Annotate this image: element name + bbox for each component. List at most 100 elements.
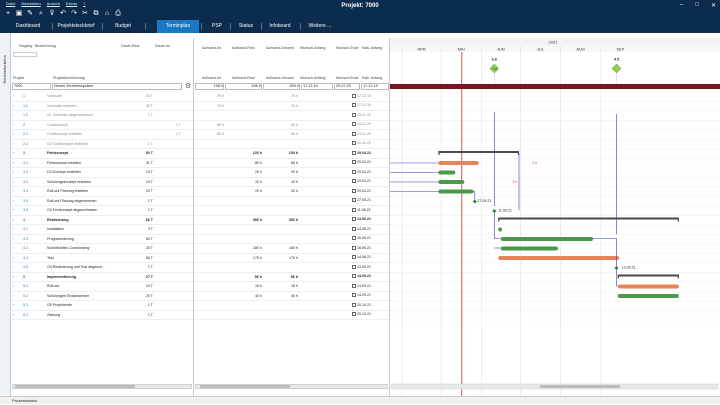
expand-icon[interactable]: › bbox=[13, 312, 15, 317]
column-header-dauer-rest[interactable]: Dauer-Rest bbox=[121, 44, 140, 48]
tab-status[interactable]: Status bbox=[238, 23, 254, 29]
table-row[interactable]: 20 h 20 h 29.04.21 bbox=[194, 168, 389, 178]
table-row[interactable]: › 4.3 Schnittstellen-Customizing 30 T bbox=[11, 244, 193, 254]
table-row[interactable]: 350 h 350 h 14.06.21 bbox=[194, 216, 389, 225]
table-row[interactable]: 20.10.21 bbox=[194, 311, 389, 320]
calendar-icon[interactable] bbox=[352, 103, 356, 108]
project-aufwand-ist-field[interactable]: 158 h bbox=[195, 83, 224, 90]
table-row[interactable]: 16.06.21 bbox=[194, 235, 389, 244]
gantt-task-bar[interactable] bbox=[438, 189, 474, 194]
redo-icon[interactable]: ↷ bbox=[71, 10, 77, 17]
calendar-icon[interactable] bbox=[352, 274, 356, 279]
expand-icon[interactable]: › bbox=[13, 132, 15, 136]
table-row[interactable]: 16 h 16 h 14.09.21 bbox=[194, 282, 389, 292]
expand-icon[interactable]: › bbox=[13, 217, 15, 222]
tab-dashboard[interactable]: Dashboard bbox=[15, 23, 41, 29]
expand-icon[interactable]: › bbox=[13, 255, 15, 260]
tab-infoboard[interactable]: Infoboard bbox=[269, 23, 291, 29]
calendar-icon[interactable] bbox=[352, 188, 356, 193]
minimize-icon[interactable]: – bbox=[680, 2, 684, 8]
expand-icon[interactable]: › bbox=[13, 236, 15, 241]
copy-icon[interactable]: ⧉ bbox=[93, 10, 99, 17]
table-row[interactable]: › 3.4 Roll-out Planung erstellen 20 T bbox=[11, 187, 193, 197]
table-row[interactable]: › 3.5 Roll-out Planung abgenommen 1 T bbox=[11, 197, 193, 206]
column-header-vorgang[interactable]: Vorgang bbox=[19, 44, 33, 48]
project-name-field[interactable]: Neues Vertriebssystem bbox=[52, 83, 182, 90]
table-row[interactable]: › 3.2 DV-Konzept erstellen 10 T bbox=[11, 168, 193, 178]
print-icon[interactable]: ⎙ bbox=[115, 10, 121, 17]
calendar-icon[interactable] bbox=[352, 255, 356, 260]
filter-icon[interactable]: ⊽ bbox=[49, 10, 55, 17]
table-row[interactable]: 180 h 180 h 16.06.21 bbox=[194, 244, 389, 254]
gantt-task-bar[interactable] bbox=[498, 227, 503, 232]
expand-icon[interactable]: › bbox=[13, 160, 15, 165]
scrollbar-thumb[interactable] bbox=[15, 385, 135, 388]
expand-icon[interactable]: › bbox=[13, 122, 15, 127]
gantt-task-bar[interactable] bbox=[617, 294, 679, 298]
table-row[interactable]: › 3 Feinkonzept 30 T bbox=[11, 149, 193, 159]
side-panel[interactable]: Berichtsfunktion bbox=[0, 33, 11, 396]
table-row[interactable]: 10.02.20 bbox=[194, 140, 389, 149]
table-row[interactable]: › 4.2 Programmierung 50 T bbox=[11, 235, 193, 244]
table-row[interactable]: › 3.3 Schulungskonzept erstellen 15 T bbox=[11, 178, 193, 187]
table-row[interactable]: 76 h 76 h 17.12.19 bbox=[194, 92, 389, 102]
table-row[interactable]: › 3.1 Feinkonzept erstellen 31 T bbox=[11, 159, 193, 168]
table-row[interactable]: 13.01.20 bbox=[194, 111, 389, 121]
table-row[interactable]: 80 h 80 h 14.01.20 bbox=[194, 121, 389, 130]
table-row[interactable]: 40 h 40 h 14.09.21 bbox=[194, 292, 389, 301]
column-header-aufwand-ist[interactable]: Aufwand-Ist bbox=[202, 46, 221, 50]
table-row[interactable]: 13.09.21 bbox=[194, 263, 389, 273]
gantt-summary-bar[interactable] bbox=[617, 274, 679, 277]
milestone-marker[interactable] bbox=[472, 199, 477, 204]
table-row[interactable]: › 5.2 Schulungen Endanwender 20 T bbox=[11, 292, 193, 301]
calendar-icon[interactable] bbox=[352, 141, 356, 146]
gantt-task-bar[interactable] bbox=[438, 180, 465, 184]
add-icon[interactable]: + bbox=[5, 10, 11, 17]
project-aufwand-rest-field[interactable]: 536 h bbox=[225, 83, 262, 90]
horizontal-scrollbar[interactable] bbox=[195, 384, 388, 389]
calendar-icon[interactable] bbox=[352, 245, 356, 250]
table-row[interactable]: 10 h 10 h 29.04.21 bbox=[194, 178, 389, 187]
calendar-icon[interactable] bbox=[352, 122, 356, 127]
calendar-icon[interactable] bbox=[352, 93, 356, 98]
search-icon[interactable]: ⌕ bbox=[39, 10, 43, 17]
calendar-icon[interactable] bbox=[352, 217, 356, 222]
milestone-diamond[interactable] bbox=[611, 63, 622, 74]
table-row[interactable]: › 1.2 G1 Vorstudie abgeschlossen 1 T bbox=[11, 111, 193, 121]
table-row[interactable]: › 4 Realisierung 66 T bbox=[11, 216, 193, 225]
maximize-icon[interactable]: □ bbox=[695, 2, 699, 8]
menu-item-4[interactable]: ? bbox=[83, 1, 86, 6]
table-row[interactable]: › 2.2 G2 Grobkonzept erstellen 1 T bbox=[11, 140, 193, 149]
gantt-task-bar[interactable] bbox=[617, 284, 679, 289]
expand-icon[interactable]: › bbox=[13, 141, 15, 146]
calendar-icon[interactable] bbox=[352, 179, 356, 184]
expand-icon[interactable]: › bbox=[13, 198, 15, 203]
gantt-task-bar[interactable] bbox=[498, 256, 620, 260]
undo-icon[interactable]: ↶ bbox=[60, 10, 66, 17]
tab-psp[interactable]: PSP bbox=[211, 23, 222, 29]
table-row[interactable]: › 5.3 G5 Projektende 1 T bbox=[11, 301, 193, 311]
table-row[interactable]: › 4.1 Installation 3 T bbox=[11, 225, 193, 235]
expand-icon[interactable]: › bbox=[13, 94, 15, 98]
project-aufwand-gesamt-field[interactable]: 694 h bbox=[263, 83, 300, 90]
table-row[interactable]: 20.10.21 bbox=[194, 301, 389, 311]
gantt-task-bar[interactable] bbox=[438, 161, 479, 165]
project-kalk-anfang-field[interactable]: 17.12.19 bbox=[361, 83, 389, 90]
column-header-wunsch-anfang[interactable]: Wunsch-Anfang bbox=[300, 46, 326, 50]
expand-icon[interactable]: › bbox=[13, 208, 15, 212]
horizontal-scrollbar[interactable] bbox=[12, 384, 192, 389]
menu-item-3[interactable]: Extras bbox=[65, 1, 78, 6]
table-row[interactable]: 170 h 170 h 14.06.21 bbox=[194, 254, 389, 263]
table-row[interactable]: 14.06.21 bbox=[194, 225, 389, 235]
tab-budget[interactable]: Budget bbox=[115, 23, 131, 29]
settings-icon[interactable]: ⚙ bbox=[185, 83, 192, 90]
table-row[interactable]: › 5 Implementierung 27 T bbox=[11, 273, 193, 282]
gantt-summary-bar[interactable] bbox=[438, 151, 519, 153]
table-row[interactable]: › 1 Vorstudie 30 T bbox=[11, 92, 193, 102]
calendar-icon[interactable] bbox=[352, 226, 356, 231]
expand-icon[interactable]: › bbox=[13, 265, 15, 269]
table-row[interactable]: 20 h 20 h 29.04.21 bbox=[194, 187, 389, 197]
filter-box[interactable] bbox=[13, 52, 37, 57]
table-row[interactable]: › 4.4 Test 66 T bbox=[11, 254, 193, 263]
table-row[interactable]: › 5.1 Roll-out 20 T bbox=[11, 282, 193, 292]
